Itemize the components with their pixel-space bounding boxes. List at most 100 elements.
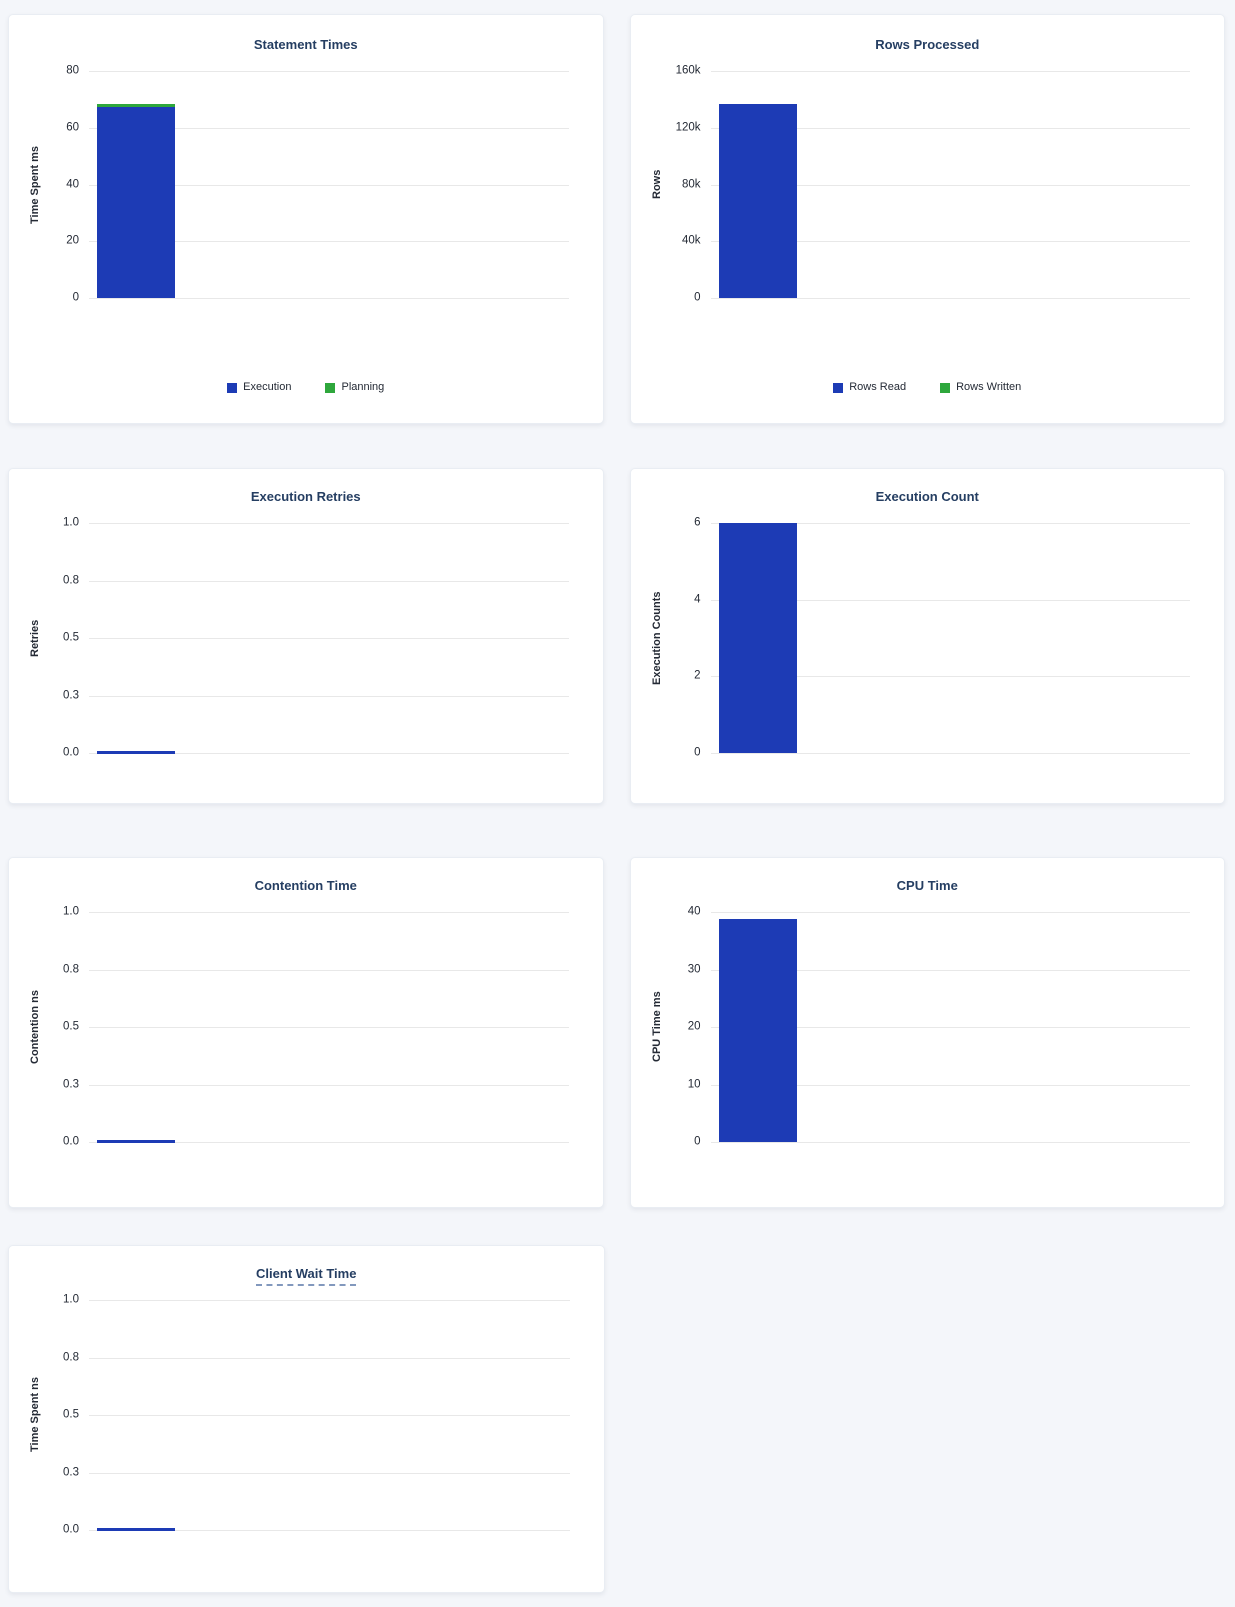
y-tick-label: 20 xyxy=(687,1020,701,1033)
chart-row-4: Client Wait Time Time Spent ns 0.0 0.3 0.5 0.… xyxy=(8,1245,1225,1593)
gridline xyxy=(710,1084,1190,1086)
gridline xyxy=(89,1084,569,1086)
y-tick-label: 40 xyxy=(66,177,79,190)
y-axis-label: Retries xyxy=(29,619,41,657)
gridline xyxy=(89,1027,569,1028)
gridline xyxy=(89,638,569,639)
y-tick-label: 4 xyxy=(694,592,701,605)
gridline xyxy=(89,969,569,971)
gridline xyxy=(710,912,1190,913)
y-tick-label: 0 xyxy=(694,291,701,304)
legend-label: Planning xyxy=(341,381,385,393)
y-tick-label: 0.3 xyxy=(63,688,79,701)
gridline xyxy=(89,298,569,299)
zero-value-bar xyxy=(97,1528,175,1531)
y-axis-label: Rows xyxy=(650,169,663,200)
y-tick-label: 1.0 xyxy=(63,516,79,529)
chart-card-execution-count: Execution Count Execution Counts 0 2 4 6 xyxy=(629,468,1225,804)
zero-value-bar xyxy=(97,751,175,754)
y-tick-label: 40k xyxy=(681,234,701,247)
y-tick-label: 0 xyxy=(72,291,79,304)
chart-legend: Execution Planning xyxy=(9,382,603,393)
y-tick-label: 0.0 xyxy=(63,1135,79,1148)
legend-item: Rows Read xyxy=(833,382,906,393)
y-tick-label: 10 xyxy=(687,1077,701,1090)
zero-value-bar xyxy=(97,1140,175,1143)
gridline xyxy=(89,241,569,243)
bar-planning xyxy=(97,104,175,107)
y-tick-label: 80k xyxy=(681,177,701,190)
gridline xyxy=(89,1472,570,1474)
y-tick-label: 40 xyxy=(687,905,701,918)
y-tick-label: 0.8 xyxy=(63,962,79,975)
y-tick-label: 0.5 xyxy=(63,1020,79,1033)
chart-card-contention-time: Contention Time Contention ns 0.0 0.3 0.5 0.8… xyxy=(8,857,604,1208)
y-axis-label: Time Spent ms xyxy=(29,145,41,224)
gridline xyxy=(710,599,1190,601)
y-axis-label: Time Spent ns xyxy=(29,1377,41,1453)
legend-item: Planning xyxy=(325,382,384,393)
y-tick-label: 80 xyxy=(66,64,79,77)
gridline xyxy=(89,184,569,186)
gridline xyxy=(89,753,569,754)
gridline xyxy=(89,1530,570,1531)
gridline xyxy=(89,695,569,697)
bar-execution xyxy=(97,106,175,298)
gridline xyxy=(89,71,569,72)
gridline xyxy=(89,580,569,582)
gridline xyxy=(89,127,569,129)
chart-row-2: Execution Retries Retries 0.0 0.3 0.5 0.8 1.0 … xyxy=(8,468,1225,804)
bar-rows-read xyxy=(718,103,797,298)
y-tick-label: 0 xyxy=(694,746,701,759)
legend-swatch xyxy=(833,382,844,393)
bar-series xyxy=(718,523,797,753)
y-tick-label: 0.8 xyxy=(63,573,79,586)
y-tick-label: 6 xyxy=(694,516,701,529)
y-axis-label: Contention ns xyxy=(29,990,41,1064)
legend-label: Rows Read xyxy=(849,381,907,393)
gridline xyxy=(89,912,569,913)
gridline xyxy=(710,969,1190,971)
chart-card-statement-times: Statement Times Time Spent ms 0 20 40 60 80 Exe… xyxy=(8,14,604,424)
y-tick-label: 0.5 xyxy=(63,1408,79,1421)
y-tick-label: 0.5 xyxy=(63,631,79,644)
chart-title: Contention Time xyxy=(254,878,357,893)
gridline xyxy=(710,71,1190,72)
y-tick-label: 0.0 xyxy=(63,1523,79,1536)
legend-label: Rows Written xyxy=(956,381,1022,393)
chart-card-cpu-time: CPU Time CPU Time ms 0 10 20 30 40 xyxy=(629,857,1225,1208)
chart-title[interactable]: Client Wait Time xyxy=(256,1266,357,1286)
y-tick-label: 1.0 xyxy=(63,1293,79,1306)
gridline xyxy=(89,1357,570,1359)
y-tick-label: 0.3 xyxy=(63,1077,79,1090)
y-tick-label: 0.3 xyxy=(63,1465,79,1478)
y-axis-label: Execution Counts xyxy=(650,591,663,685)
gridline xyxy=(710,1142,1190,1143)
y-tick-label: 120k xyxy=(675,121,701,133)
gridline xyxy=(710,127,1190,129)
gridline xyxy=(710,298,1190,299)
chart-card-rows-processed: Rows Processed Rows 0 40k 80k 120k 160k Rows Re… xyxy=(629,14,1225,424)
legend-label: Execution xyxy=(243,381,292,393)
chart-title: Execution Retries xyxy=(250,489,361,504)
bar-series xyxy=(718,918,797,1142)
gridline xyxy=(710,753,1190,754)
y-axis-label: CPU Time ms xyxy=(650,991,663,1063)
gridline xyxy=(710,241,1190,243)
chart-title: Execution Count xyxy=(875,489,979,504)
y-tick-label: 0.8 xyxy=(63,1350,79,1363)
y-tick-label: 2 xyxy=(694,669,701,682)
y-tick-label: 60 xyxy=(66,121,79,133)
gridline xyxy=(89,1300,570,1301)
gridline xyxy=(89,523,569,524)
legend-swatch xyxy=(325,382,336,393)
y-tick-label: 1.0 xyxy=(63,905,79,918)
gridline xyxy=(89,1415,570,1416)
y-tick-label: 0 xyxy=(694,1135,701,1148)
legend-item: Execution xyxy=(227,382,291,393)
chart-row-3: Contention Time Contention ns 0.0 0.3 0.5 0.8… xyxy=(8,857,1225,1208)
gridline xyxy=(710,184,1190,186)
chart-card-client-wait-time: Client Wait Time Time Spent ns 0.0 0.3 0.5 0.… xyxy=(8,1245,605,1593)
gridline xyxy=(710,523,1190,524)
